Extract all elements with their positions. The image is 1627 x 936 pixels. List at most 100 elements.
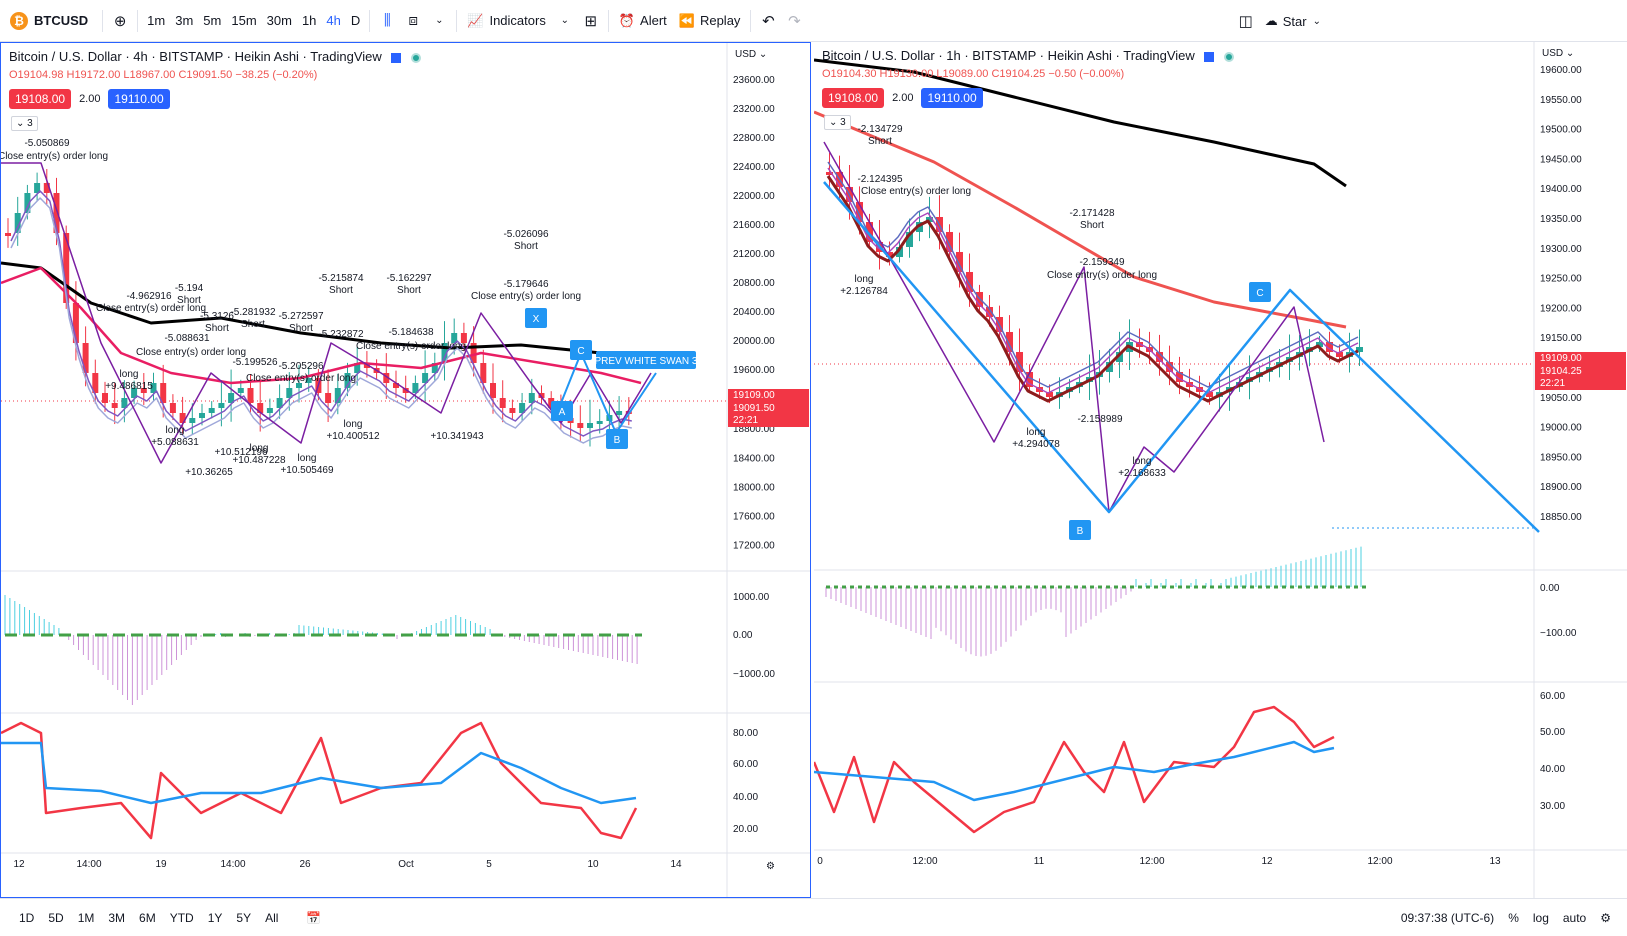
timeframe-d[interactable]: D: [350, 13, 361, 28]
price-tick-label: 19300.00: [1540, 244, 1582, 255]
candle-body: [72, 303, 79, 343]
bottom-right-controls: 09:37:38 (UTC-6) % log auto ⚙: [1401, 899, 1611, 936]
strategy-annotation: -2.134729: [857, 124, 902, 135]
candle-body: [587, 423, 593, 428]
percent-scale-toggle[interactable]: %: [1508, 911, 1519, 925]
settings-gear-icon: ⚙: [766, 861, 775, 872]
moving-average-line: [826, 175, 1359, 403]
strategy-annotation: -2.171428: [1069, 208, 1114, 219]
candle-body: [1326, 342, 1333, 352]
candle-style-icon[interactable]: ⧈: [408, 12, 419, 29]
collapse-indicators-button[interactable]: ⌄ 3: [11, 116, 38, 131]
indicators-button[interactable]: 📈 Indicators: [461, 6, 552, 36]
strategy-annotation: Close entry(s) order long: [471, 291, 581, 302]
moving-average-line: [827, 161, 1359, 388]
range-3m[interactable]: 3M: [108, 910, 126, 925]
flag-icon[interactable]: [1204, 51, 1215, 62]
candle-body: [490, 383, 496, 398]
strategy-annotation: Short: [205, 323, 229, 334]
auto-scale-toggle[interactable]: auto: [1562, 911, 1587, 925]
compare-add-icon[interactable]: ⊕: [113, 12, 127, 30]
range-5d[interactable]: 5D: [48, 910, 64, 925]
price-tick-label: 19450.00: [1540, 154, 1582, 165]
templates-grid-icon[interactable]: ⊞: [584, 12, 598, 30]
trade-buttons: 19108.00 2.00 19110.00: [822, 88, 983, 108]
range-ytd[interactable]: YTD: [169, 910, 194, 925]
sell-button[interactable]: 19108.00: [9, 89, 72, 109]
price-tick-label: 18800.00: [733, 424, 775, 435]
strategy-annotation: -2.124395: [857, 174, 902, 185]
rsi-average-line: [1, 741, 637, 805]
range-all[interactable]: All: [265, 910, 279, 925]
bar-style-icon[interactable]: ⫼: [383, 12, 391, 29]
candle-body: [1046, 392, 1053, 397]
collapse-indicators-button[interactable]: ⌄ 3: [824, 115, 851, 130]
strategy-annotation: -5.026096: [503, 229, 548, 240]
candle-body: [5, 233, 11, 236]
settings-gear-icon[interactable]: ⚙: [1600, 911, 1611, 925]
timeframe-15m[interactable]: 15m: [231, 13, 257, 28]
pattern-point-label: C: [577, 346, 584, 357]
buy-button[interactable]: 19110.00: [921, 88, 983, 108]
undo-icon[interactable]: ↶: [762, 12, 775, 30]
chart-pane-1h[interactable]: USD ⌄ 19600.00 19550.00 19500.00 19450.00 194…: [814, 42, 1627, 898]
chevron-down-icon[interactable]: ⌄: [560, 15, 570, 26]
chart-legend: Bitcoin / U.S. Dollar · 1h · BITSTAMP · …: [822, 48, 1235, 63]
candle-body: [189, 418, 196, 423]
timeframe-3m[interactable]: 3m: [175, 13, 194, 28]
chevron-down-icon[interactable]: ⌄: [435, 15, 444, 26]
strategy-annotation: long: [250, 443, 269, 454]
price-tick-label: 20400.00: [733, 307, 775, 318]
candle-body: [140, 388, 147, 393]
strategy-annotation: -5.205296: [278, 361, 323, 372]
candle-body: [383, 373, 390, 383]
last-price-value: 19109.00: [733, 390, 775, 401]
toolbar-divider: [369, 9, 371, 32]
calendar-goto-icon[interactable]: 📅: [306, 910, 322, 925]
time-tick-label: 26: [299, 859, 311, 870]
chart-canvas-4h[interactable]: USD ⌄ 23600.00 23200.00 22800.00 22400.00 220…: [1, 43, 810, 897]
timeframe-1h[interactable]: 1h: [301, 13, 317, 28]
redo-icon[interactable]: ↷: [788, 12, 801, 30]
range-1m[interactable]: 1M: [77, 910, 95, 925]
log-scale-toggle[interactable]: log: [1532, 911, 1549, 925]
strategy-annotation: -5.232872: [318, 329, 363, 340]
candle-body: [1106, 362, 1113, 372]
symbol-search[interactable]: ₿ BTCUSD: [4, 11, 98, 30]
range-1d[interactable]: 1D: [19, 910, 35, 925]
layout-icon[interactable]: ◫: [1238, 13, 1253, 30]
clock-timezone[interactable]: 09:37:38 (UTC-6): [1400, 911, 1495, 925]
buy-button[interactable]: 19110.00: [108, 89, 170, 109]
candle-body: [519, 403, 526, 413]
range-1y[interactable]: 1Y: [207, 910, 223, 925]
candle-body: [866, 222, 873, 242]
candle-body: [402, 388, 409, 393]
strategy-annotation: Close entry(s) order long: [1047, 270, 1157, 281]
close-value: C19091.50: [178, 69, 233, 81]
timeframe-30m[interactable]: 30m: [266, 13, 292, 28]
replay-button[interactable]: ⏪ Replay: [673, 6, 747, 36]
range-5y[interactable]: 5Y: [236, 910, 252, 925]
strategy-annotation: Close entry(s) order long: [356, 341, 466, 352]
chart-legend: Bitcoin / U.S. Dollar · 4h · BITSTAMP · …: [9, 49, 422, 64]
time-tick-label: 12: [1261, 856, 1273, 867]
timeframe-4h[interactable]: 4h: [326, 13, 341, 28]
chart-pane-4h[interactable]: USD ⌄ 23600.00 23200.00 22800.00 22400.00 220…: [0, 42, 811, 898]
rsi-line: [1, 721, 638, 840]
sell-button[interactable]: 19108.00: [822, 88, 885, 108]
alert-button[interactable]: ⏰ Alert: [613, 6, 673, 36]
alert-label: Alert: [640, 13, 667, 28]
chart-canvas-1h[interactable]: USD ⌄ 19600.00 19550.00 19500.00 19450.00 194…: [814, 42, 1627, 898]
timeframe-1m[interactable]: 1m: [147, 13, 166, 28]
candle-body: [916, 222, 923, 232]
candle-body: [169, 403, 176, 413]
star-button[interactable]: ☁ Star ⌄: [1259, 6, 1327, 36]
candle-body: [1006, 332, 1013, 352]
range-6m[interactable]: 6M: [139, 910, 156, 925]
timeframe-5m[interactable]: 5m: [203, 13, 222, 28]
price-tick-label: 19550.00: [1540, 95, 1582, 106]
candle-body: [986, 307, 993, 317]
flag-icon[interactable]: [391, 52, 402, 63]
candle-body: [354, 363, 361, 373]
price-tick-label: 23200.00: [733, 104, 775, 115]
